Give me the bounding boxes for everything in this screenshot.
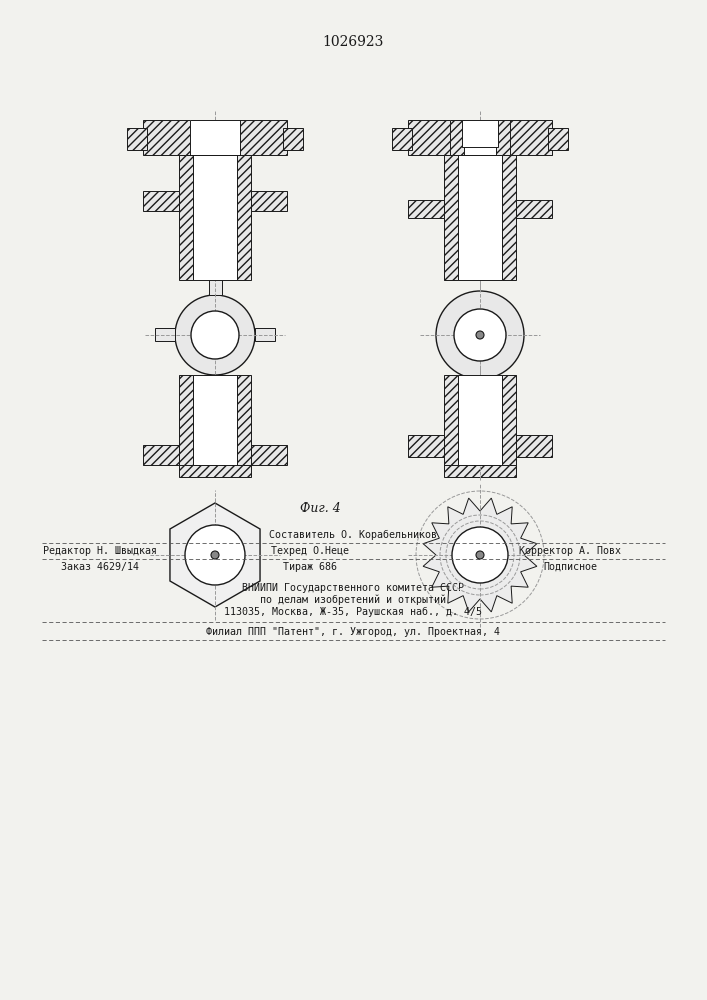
Bar: [444, 155, 458, 280]
Text: Тираж 686: Тираж 686: [283, 562, 337, 572]
Circle shape: [211, 551, 219, 559]
Bar: [209, 275, 222, 295]
Bar: [496, 120, 510, 155]
Text: Составитель О. Корабельников: Составитель О. Корабельников: [269, 530, 437, 540]
Bar: [179, 155, 193, 280]
Bar: [408, 435, 444, 457]
Bar: [127, 128, 147, 150]
Bar: [155, 328, 175, 341]
Bar: [502, 155, 516, 280]
Text: 1026923: 1026923: [322, 35, 384, 49]
Bar: [179, 465, 251, 477]
Text: Заказ 4629/14: Заказ 4629/14: [61, 562, 139, 572]
Bar: [408, 120, 552, 155]
Bar: [193, 375, 237, 465]
Text: Техред О.Неце: Техред О.Неце: [271, 546, 349, 556]
Bar: [408, 200, 444, 218]
Text: Филиал ППП "Патент", г. Ужгород, ул. Проектная, 4: Филиал ППП "Патент", г. Ужгород, ул. Про…: [206, 627, 500, 637]
Circle shape: [476, 331, 484, 339]
Bar: [392, 128, 412, 150]
Text: Подписное: Подписное: [543, 562, 597, 572]
Text: 113035, Москва, Ж-35, Раушская наб., д. 4/5: 113035, Москва, Ж-35, Раушская наб., д. …: [224, 607, 482, 617]
Text: Фиг. 4: Фиг. 4: [300, 502, 340, 514]
Polygon shape: [170, 503, 260, 607]
Bar: [251, 191, 287, 211]
Circle shape: [452, 527, 508, 583]
Bar: [179, 375, 193, 465]
Bar: [462, 120, 498, 147]
Polygon shape: [423, 498, 537, 612]
Bar: [450, 120, 510, 155]
Bar: [283, 128, 303, 150]
Text: ВНИИПИ Государственного комитета СССР: ВНИИПИ Государственного комитета СССР: [242, 583, 464, 593]
Bar: [548, 128, 568, 150]
Circle shape: [476, 551, 484, 559]
Bar: [450, 120, 464, 155]
Circle shape: [191, 311, 239, 359]
Text: Корректор А. Повх: Корректор А. Повх: [519, 546, 621, 556]
Bar: [237, 375, 251, 465]
Bar: [193, 155, 237, 280]
Bar: [251, 445, 287, 465]
Circle shape: [454, 309, 506, 361]
Bar: [255, 328, 275, 341]
Bar: [143, 191, 179, 211]
Bar: [458, 375, 502, 465]
Text: Редактор Н. Швыдкая: Редактор Н. Швыдкая: [43, 546, 157, 556]
Bar: [143, 445, 179, 465]
Bar: [516, 200, 552, 218]
Bar: [444, 465, 516, 477]
Text: по делам изобретений и открытий: по делам изобретений и открытий: [260, 595, 446, 605]
Bar: [190, 120, 240, 155]
Bar: [190, 120, 240, 155]
Bar: [458, 155, 502, 280]
Bar: [143, 120, 287, 155]
Bar: [516, 435, 552, 457]
Circle shape: [185, 525, 245, 585]
Bar: [237, 155, 251, 280]
Circle shape: [436, 291, 524, 379]
Bar: [209, 375, 222, 395]
Circle shape: [175, 295, 255, 375]
Bar: [444, 375, 458, 465]
Bar: [502, 375, 516, 465]
